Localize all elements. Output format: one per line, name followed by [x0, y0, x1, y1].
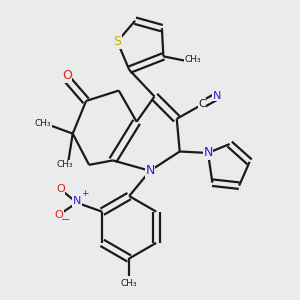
Text: O: O: [56, 184, 65, 194]
Text: C: C: [198, 99, 206, 109]
Text: +: +: [81, 189, 88, 198]
Text: −: −: [61, 215, 70, 225]
Text: CH₃: CH₃: [57, 160, 74, 169]
Text: N: N: [73, 196, 81, 206]
Text: O: O: [55, 210, 63, 220]
Text: CH₃: CH₃: [35, 119, 51, 128]
Text: N: N: [213, 91, 221, 100]
Text: N: N: [145, 164, 155, 177]
Text: CH₃: CH₃: [121, 279, 137, 288]
Text: N: N: [203, 146, 213, 160]
Text: S: S: [113, 35, 121, 48]
Text: O: O: [62, 69, 72, 82]
Text: CH₃: CH₃: [185, 55, 201, 64]
